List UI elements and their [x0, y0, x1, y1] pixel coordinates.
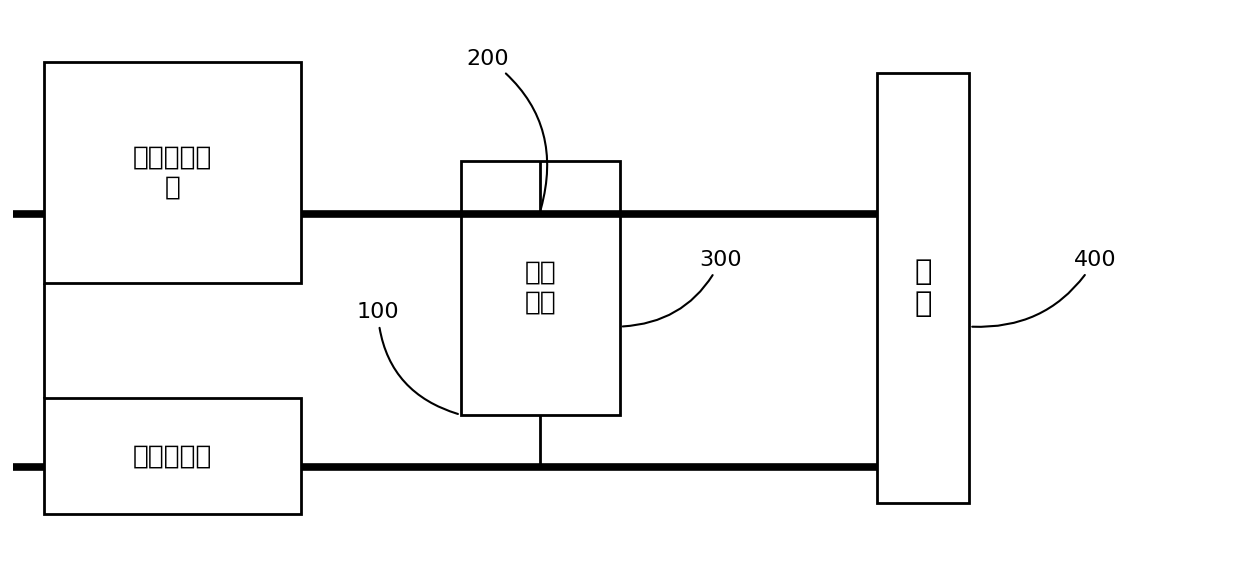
- Bar: [43, 398, 301, 514]
- Text: 300: 300: [622, 250, 743, 327]
- Text: 检测
电路: 检测 电路: [525, 260, 557, 316]
- Text: 接
口: 接 口: [915, 258, 932, 318]
- Bar: [460, 161, 620, 415]
- Text: 可调电阻电
路: 可调电阻电 路: [133, 144, 212, 200]
- Text: 电压源模块: 电压源模块: [133, 443, 212, 469]
- Text: 100: 100: [356, 302, 458, 414]
- Text: 200: 200: [466, 49, 547, 208]
- Bar: [43, 62, 301, 282]
- Text: 400: 400: [972, 250, 1116, 327]
- Bar: [878, 73, 970, 503]
